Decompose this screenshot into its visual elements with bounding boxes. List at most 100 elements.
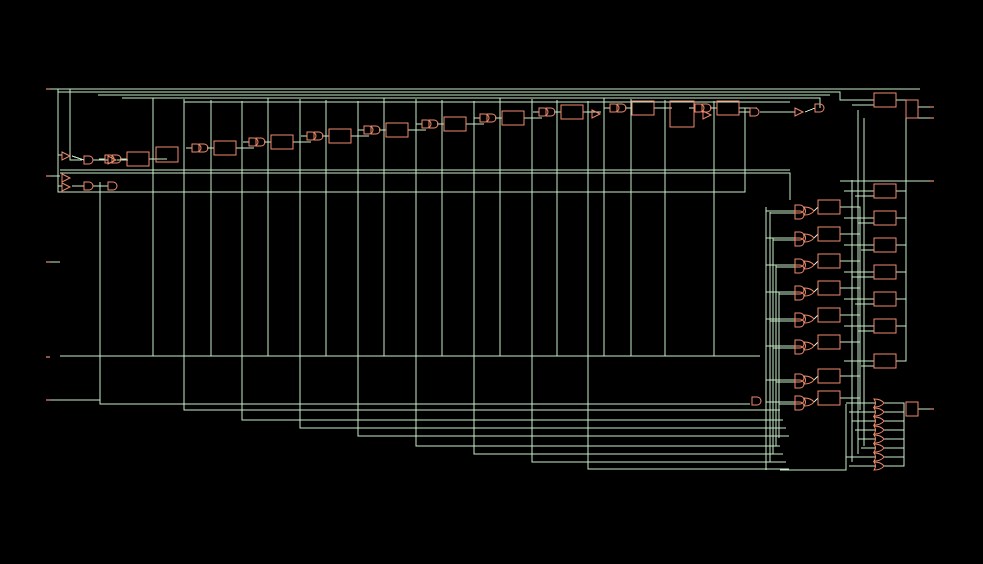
and-gate: [479, 113, 490, 123]
mux-or-gate: [803, 314, 815, 324]
mux-or-gate: [803, 287, 815, 297]
flip-flop: [501, 110, 525, 126]
and-gate: [313, 131, 324, 141]
wire: [884, 406, 905, 458]
or-gate: [873, 416, 885, 426]
wire: [804, 107, 816, 113]
wire: [840, 233, 861, 410]
mux-and-gate: [794, 339, 805, 349]
and-gate: [545, 107, 556, 117]
flip-flop: [817, 226, 841, 242]
mux-and-gate: [794, 345, 805, 355]
and-gate: [609, 103, 620, 113]
return-net: [473, 102, 783, 455]
flip-flop: [631, 100, 655, 116]
wire: [896, 114, 907, 219]
and-gate: [694, 103, 705, 113]
flip-flop: [817, 307, 841, 323]
wire: [813, 375, 819, 381]
flip-flop: [817, 280, 841, 296]
and-gate: [248, 137, 259, 147]
and-gate: [191, 143, 202, 153]
wire: [896, 112, 907, 192]
flip-flop: [873, 237, 897, 253]
left-trunk: [99, 182, 750, 405]
mux-and-gate: [794, 237, 805, 247]
flip-flop: [817, 390, 841, 406]
return-net: [357, 102, 789, 437]
or-gate: [873, 398, 885, 408]
mux-and-gate: [794, 395, 805, 405]
flip-flop: [328, 128, 352, 144]
return-net: [241, 102, 783, 421]
and-gate: [486, 113, 497, 123]
flip-flop: [873, 210, 897, 226]
and-gate: [255, 137, 266, 147]
flip-flop: [126, 151, 150, 167]
or-gate: [873, 452, 885, 462]
wire-layer: [50, 88, 930, 471]
or-gate: [873, 443, 885, 453]
and-gate: [306, 131, 317, 141]
or-gate: [873, 407, 885, 417]
mux-and-gate: [794, 373, 805, 383]
and-gate: [616, 103, 627, 113]
flip-flop: [817, 334, 841, 350]
input-fan: [57, 89, 66, 193]
or-gate: [873, 425, 885, 435]
mux-and-gate: [794, 318, 805, 328]
buffer-gate: [61, 173, 72, 183]
wire: [813, 314, 819, 320]
or-gate: [873, 461, 885, 471]
flip-flop: [385, 122, 409, 138]
and-gate: [421, 119, 432, 129]
flip-flop: [873, 92, 897, 108]
wire: [840, 375, 861, 410]
wire: [896, 114, 907, 362]
wire: [896, 112, 907, 327]
and-gate: [749, 107, 760, 117]
and-gate: [363, 125, 374, 135]
wire: [884, 402, 905, 406]
and-gate: [198, 143, 209, 153]
buffer-gate: [591, 109, 602, 119]
return-net: [183, 102, 780, 411]
and-gate: [111, 154, 122, 164]
and-gate: [83, 181, 94, 191]
buffer-gate: [61, 182, 72, 192]
wire: [840, 397, 861, 410]
mid-bus: [60, 172, 791, 200]
flip-flop: [213, 140, 237, 156]
mux-or-gate: [803, 341, 815, 351]
flip-flop: [873, 264, 897, 280]
mux-or-gate: [803, 375, 815, 385]
flip-flop: [817, 368, 841, 384]
output-mux: [905, 99, 919, 119]
flip-flop: [873, 353, 897, 369]
mux-or-gate: [803, 260, 815, 270]
flip-flop: [443, 116, 467, 132]
mux-or-gate: [803, 233, 815, 243]
and-gate: [814, 103, 825, 113]
top-bus: [58, 91, 870, 101]
mux-or-gate: [803, 206, 815, 216]
return-net: [531, 102, 786, 463]
mux-and-gate: [794, 379, 805, 389]
wire: [813, 341, 819, 347]
or-gate: [873, 434, 885, 444]
input-fan: [69, 89, 82, 161]
and-gate: [104, 154, 115, 164]
and-gate: [83, 155, 94, 165]
wire: [813, 397, 819, 403]
wire: [813, 260, 819, 266]
cell-layer: [46, 88, 934, 471]
wire: [884, 406, 905, 440]
and-gate: [107, 181, 118, 191]
flip-flop: [873, 291, 897, 307]
wire: [840, 206, 861, 410]
output-mux: [905, 401, 919, 417]
and-gate: [538, 107, 549, 117]
wire: [884, 406, 905, 467]
mux-and-gate: [794, 210, 805, 220]
